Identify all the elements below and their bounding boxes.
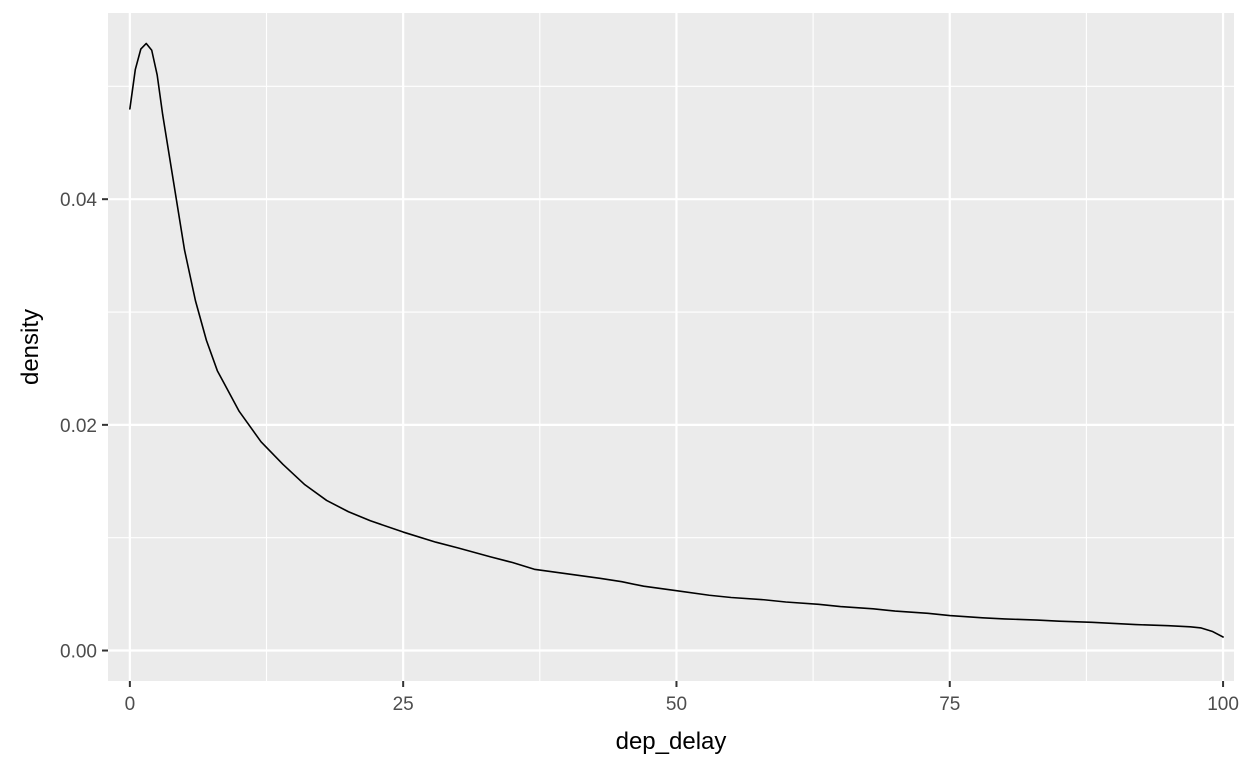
y-axis-title: density	[17, 309, 44, 385]
minor-gridlines	[108, 13, 1234, 681]
plot-panel	[108, 13, 1234, 681]
x-axis-title: dep_delay	[616, 728, 727, 755]
x-tick-label: 25	[393, 694, 414, 715]
x-tick-label: 50	[666, 694, 687, 715]
y-axis-ticks: 0.00 0.02 0.04	[60, 190, 108, 663]
series-layer	[129, 42, 1224, 638]
x-tick-label: 100	[1207, 694, 1239, 715]
y-tick-label: 0.02	[60, 416, 97, 437]
x-axis-ticks: 0 25 50 75 100	[125, 681, 1239, 715]
y-tick-label: 0.04	[60, 190, 97, 211]
x-tick-label: 0	[125, 694, 136, 715]
major-gridlines	[108, 13, 1234, 681]
x-tick-label: 75	[939, 694, 960, 715]
y-tick-label: 0.00	[60, 642, 97, 663]
density-line	[129, 42, 1224, 638]
